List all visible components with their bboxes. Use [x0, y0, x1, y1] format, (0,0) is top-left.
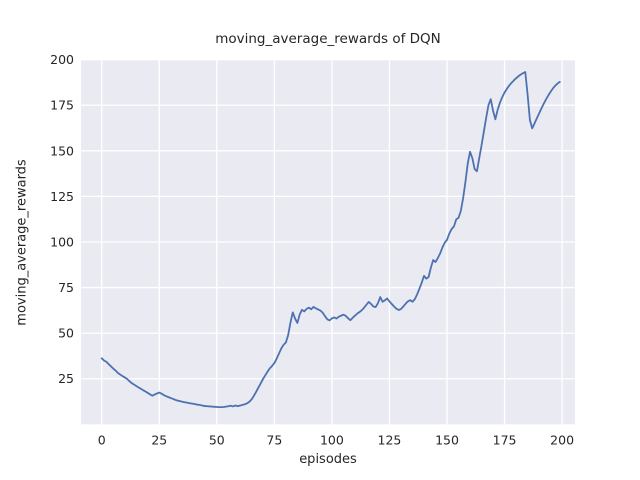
y-tick-label: 200: [50, 52, 74, 67]
y-tick-label: 50: [58, 326, 74, 341]
x-tick-label: 125: [378, 432, 402, 447]
x-tick-label: 25: [151, 432, 167, 447]
y-tick-label: 100: [50, 234, 74, 249]
y-tick-label: 25: [58, 371, 74, 386]
x-axis-label: episodes: [299, 452, 357, 467]
y-tick-label: 175: [50, 98, 74, 113]
x-tick-label: 100: [320, 432, 344, 447]
y-tick-label: 75: [58, 280, 74, 295]
x-tick-label: 75: [266, 432, 282, 447]
x-tick-label: 0: [98, 432, 106, 447]
x-tick-label: 175: [493, 432, 517, 447]
x-tick-label: 200: [550, 432, 574, 447]
x-tick-label: 150: [435, 432, 459, 447]
y-tick-label: 125: [50, 189, 74, 204]
chart-title: moving_average_rewards of DQN: [215, 31, 441, 47]
y-tick-label: 150: [50, 143, 74, 158]
reward-line-series: [100, 71, 561, 409]
x-tick-label: 50: [209, 432, 225, 447]
